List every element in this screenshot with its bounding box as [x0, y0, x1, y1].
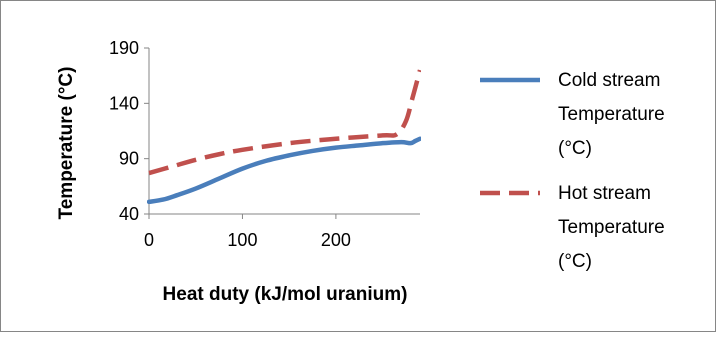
series-line-hot-stream	[148, 69, 421, 176]
legend: Cold stream Temperature (°C) Hot stream Temp…	[480, 70, 665, 272]
legend-label: Hot stream	[558, 183, 651, 204]
x-axis-title: Heat duty (kJ/mol uranium)	[163, 284, 408, 305]
y-axis-title: Temperature (°C)	[56, 67, 77, 220]
x-tick-label: 200	[321, 230, 351, 250]
labels-layer: 40 90 140 190 0 100 200	[109, 38, 351, 250]
y-tick-label: 190	[109, 38, 139, 58]
axes-layer	[144, 47, 420, 219]
series-layer	[147, 69, 421, 205]
legend-label: (°C)	[558, 251, 592, 272]
x-tick-label: 0	[144, 230, 154, 250]
legend-label: (°C)	[558, 138, 592, 159]
y-tick-label: 40	[119, 204, 139, 224]
y-tick-label: 90	[119, 149, 139, 169]
y-tick-label: 140	[109, 93, 139, 113]
legend-label: Temperature	[558, 104, 665, 125]
legend-label: Temperature	[558, 217, 665, 238]
legend-label: Cold stream	[558, 70, 660, 91]
series-line-cold-stream	[147, 136, 421, 205]
x-tick-label: 100	[227, 230, 257, 250]
